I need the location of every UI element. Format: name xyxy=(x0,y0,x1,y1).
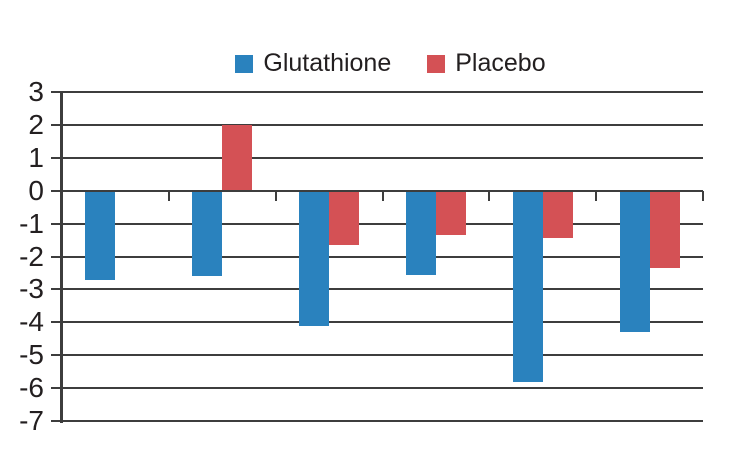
bar-glutathione-group3 xyxy=(299,190,330,326)
placebo-legend-label: Placebo xyxy=(455,49,546,77)
x-axis-tick xyxy=(702,190,704,201)
y-axis-label: -6 xyxy=(19,372,44,404)
y-axis-tick xyxy=(51,222,62,225)
x-axis-tick xyxy=(381,190,384,201)
gridline xyxy=(62,91,703,93)
y-axis-tick xyxy=(51,354,62,357)
x-axis-tick xyxy=(167,190,170,201)
gridline xyxy=(62,354,703,357)
y-axis-label: 3 xyxy=(28,76,44,107)
y-axis-label: 1 xyxy=(28,141,44,173)
y-axis-line xyxy=(60,92,63,423)
y-axis-tick xyxy=(51,189,62,192)
glutathione-color-chip xyxy=(235,54,254,73)
glutathione-legend-label: Glutathione xyxy=(263,49,392,77)
y-axis-label: -2 xyxy=(19,240,44,272)
gridline xyxy=(62,420,703,422)
gridline xyxy=(62,387,703,390)
gridline xyxy=(62,288,703,291)
y-axis-tick xyxy=(51,123,62,126)
bar-placebo-group6 xyxy=(649,190,680,268)
y-axis-tick xyxy=(51,387,62,390)
x-axis-tick xyxy=(274,190,277,201)
y-axis-label: -4 xyxy=(19,306,44,338)
y-axis-label: -7 xyxy=(19,405,44,436)
y-axis-label: 0 xyxy=(28,174,44,206)
bar-glutathione-group4 xyxy=(405,190,436,275)
gridline xyxy=(62,255,703,258)
gridline xyxy=(62,222,703,225)
y-axis-tick xyxy=(51,255,62,258)
bar-placebo-group5 xyxy=(542,190,573,239)
chart-legend: Glutathione Placebo xyxy=(0,51,743,76)
bar-glutathione-group2 xyxy=(192,190,223,277)
gridline xyxy=(62,123,703,126)
x-axis-tick xyxy=(595,190,598,201)
bar-glutathione-group5 xyxy=(512,190,543,382)
y-axis-label: -5 xyxy=(19,339,44,371)
y-axis-tick xyxy=(51,420,62,422)
y-axis-label: -1 xyxy=(19,207,44,239)
gridline xyxy=(62,156,703,159)
x-axis-tick xyxy=(488,190,491,201)
y-axis-tick xyxy=(51,321,62,324)
plot-area: 3 2 1 0 -1 -2 -3 -4 -5 -6 -7 xyxy=(19,77,704,436)
bar-placebo-group3 xyxy=(329,190,360,245)
y-axis-label: -3 xyxy=(19,273,44,305)
legend-item-placebo: Placebo xyxy=(427,49,546,77)
y-axis-label: 2 xyxy=(28,108,44,140)
legend-item-glutathione: Glutathione xyxy=(235,51,391,76)
bar-placebo-group2 xyxy=(222,124,253,191)
y-axis-tick xyxy=(51,156,62,159)
gridline xyxy=(62,321,703,324)
bar-glutathione-group1 xyxy=(85,190,116,280)
placebo-color-chip xyxy=(427,54,446,73)
y-axis-tick xyxy=(51,91,62,93)
bar-glutathione-group6 xyxy=(619,190,650,333)
y-axis-tick xyxy=(51,288,62,291)
bar-placebo-group4 xyxy=(435,190,466,236)
